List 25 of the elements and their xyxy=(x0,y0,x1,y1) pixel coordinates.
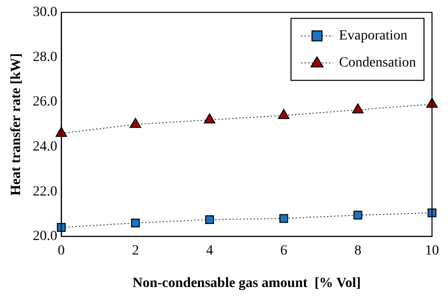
point xyxy=(278,108,290,119)
point xyxy=(279,214,288,223)
x-tick-label: 8 xyxy=(354,243,362,258)
x-tick-label: 0 xyxy=(58,243,65,258)
x-tick-label: 4 xyxy=(206,243,214,258)
point xyxy=(204,113,216,124)
legend-label: Condensation xyxy=(339,56,416,71)
point xyxy=(428,208,436,218)
x-tick-label: 10 xyxy=(425,243,439,258)
x-axis-title: Non-condensable gas amount [% Vol] xyxy=(132,276,361,292)
point xyxy=(352,103,364,114)
y-tick-label: 22.0 xyxy=(32,184,58,200)
x-tick-label: 6 xyxy=(280,243,288,258)
point xyxy=(353,210,362,220)
y-tick-label: 30.0 xyxy=(32,5,58,20)
point xyxy=(205,215,214,224)
x-tick-label: 2 xyxy=(132,243,139,258)
point xyxy=(131,218,140,228)
y-axis-title: Heat transfer rate [kW] xyxy=(9,53,24,196)
y-tick-label: 28.0 xyxy=(32,50,58,65)
y-tick-label: 24.0 xyxy=(32,139,58,154)
y-tick-label: 20.0 xyxy=(32,229,58,244)
point xyxy=(130,118,142,128)
y-tick-label: 26.0 xyxy=(32,94,58,110)
legend-label: Evaporation xyxy=(339,28,408,44)
